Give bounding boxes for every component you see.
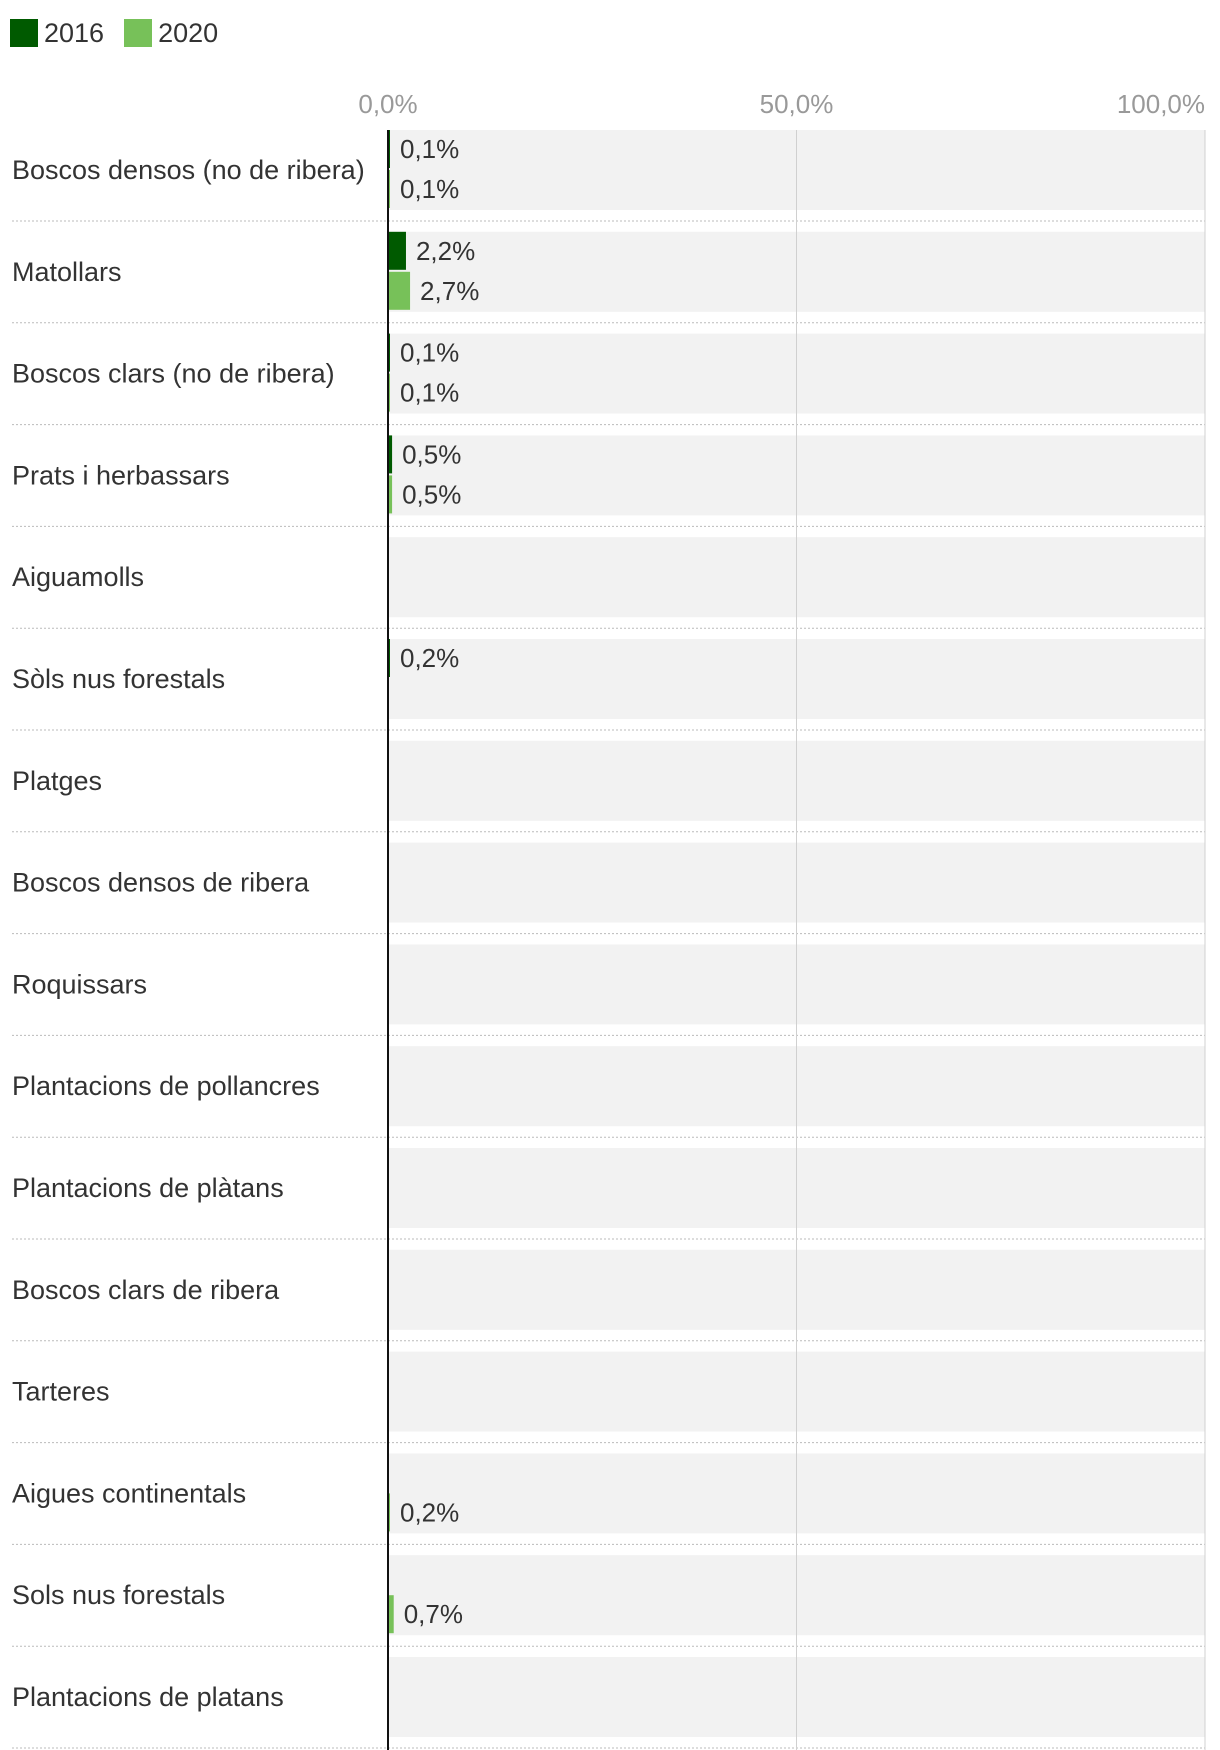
bar-2016 [388,231,406,270]
category-label: Platges [12,766,102,796]
chart-legend: 2016 2020 [10,18,238,48]
value-label: 2,7% [420,276,479,306]
category-label: Boscos clars de ribera [12,1275,280,1305]
x-tick-label: 0,0% [358,89,417,119]
category-label: Roquissars [12,969,147,999]
category-label: Plantacions de platans [12,1682,284,1712]
value-label: 0,1% [400,174,459,204]
legend-item-2020: 2020 [124,18,218,49]
x-tick-label: 100,0% [1117,89,1205,119]
category-label: Sols nus forestals [12,1580,225,1610]
category-label: Plantacions de plàtans [12,1173,284,1203]
legend-swatch [10,19,38,47]
bar-2020 [388,1595,394,1634]
category-label: Boscos clars (no de ribera) [12,359,335,389]
legend-label: 2020 [158,17,219,48]
value-label: 0,5% [402,439,461,469]
value-label: 0,5% [402,479,461,509]
category-label: Matollars [12,257,122,287]
value-label: 0,1% [400,134,459,164]
category-label: Prats i herbassars [12,460,230,490]
category-label: Plantacions de pollancres [12,1071,320,1101]
x-tick-label: 50,0% [760,89,834,119]
value-label: 0,2% [400,643,459,673]
category-label: Sòls nus forestals [12,664,225,694]
legend-item-2016: 2016 [10,18,104,49]
category-label: Tarteres [12,1377,110,1407]
bar-2016 [388,435,393,474]
value-label: 0,1% [400,338,459,368]
legend-label: 2016 [44,17,105,48]
category-label: Aigues continentals [12,1478,246,1508]
value-label: 0,1% [400,378,459,408]
category-label: Boscos densos (no de ribera) [12,155,365,185]
bar-2020 [388,475,393,514]
value-label: 2,2% [416,236,475,266]
value-label: 0,7% [404,1599,463,1629]
category-label: Boscos densos de ribera [12,868,310,898]
value-label: 0,2% [400,1497,459,1527]
bar-2020 [388,271,411,310]
category-label: Aiguamolls [12,562,144,592]
legend-swatch [124,19,153,47]
